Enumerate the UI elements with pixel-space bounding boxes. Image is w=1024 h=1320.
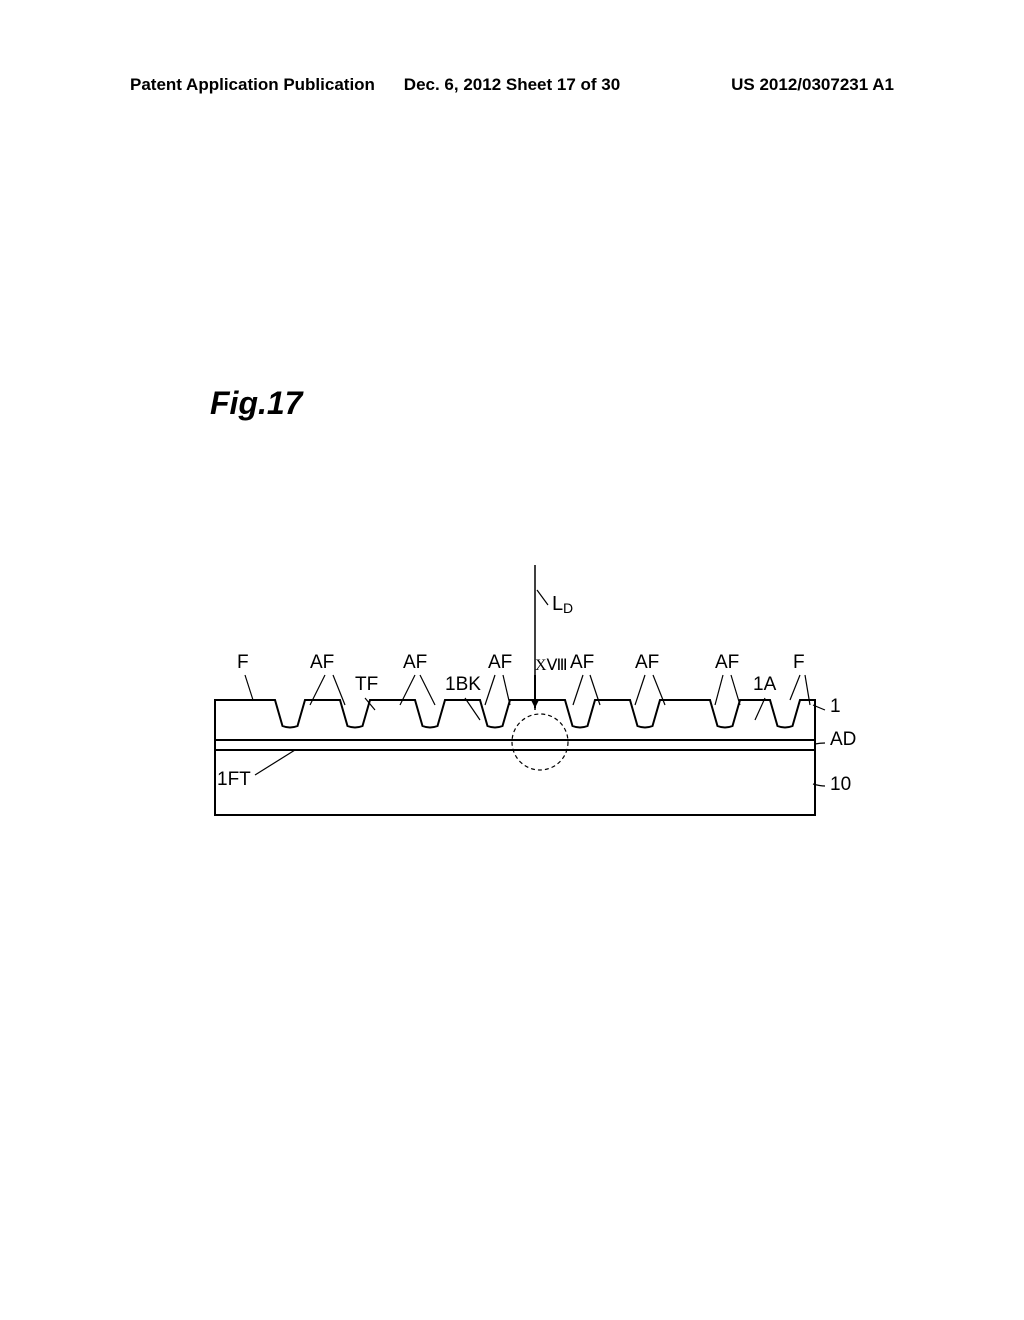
svg-text:AF: AF — [715, 652, 739, 673]
svg-text:F: F — [793, 652, 805, 673]
svg-text:AF: AF — [635, 652, 659, 673]
svg-text:TF: TF — [355, 674, 378, 695]
header-pub-type: Patent Application Publication — [130, 75, 385, 95]
diagram-container: LDFFAFAFAFAFAFAFTF1BKXⅧ1A1FT1AD10 — [195, 560, 835, 840]
svg-text:D: D — [563, 600, 573, 616]
svg-text:AF: AF — [570, 652, 594, 673]
svg-text:L: L — [552, 593, 563, 615]
svg-text:1BK: 1BK — [445, 674, 481, 695]
svg-text:AF: AF — [310, 652, 334, 673]
svg-text:AF: AF — [403, 652, 427, 673]
header-pub-number: US 2012/0307231 A1 — [639, 75, 894, 95]
svg-text:AF: AF — [488, 652, 512, 673]
svg-text:1: 1 — [830, 696, 841, 717]
patent-diagram: LD F F AF AF AF AF AF AF TF 1BK XⅧ 1A 1FT 1 AD 10 — [195, 560, 895, 840]
svg-text:1A: 1A — [753, 674, 777, 695]
header-date-sheet: Dec. 6, 2012 Sheet 17 of 30 — [385, 75, 640, 95]
svg-text:XⅧ: XⅧ — [535, 657, 568, 674]
figure-label: Fig.17 — [210, 385, 302, 422]
svg-text:10: 10 — [830, 774, 851, 795]
page-header: Patent Application Publication Dec. 6, 2… — [0, 75, 1024, 95]
svg-text:1FT: 1FT — [217, 769, 251, 790]
svg-text:F: F — [237, 652, 249, 673]
svg-text:AD: AD — [830, 729, 856, 750]
